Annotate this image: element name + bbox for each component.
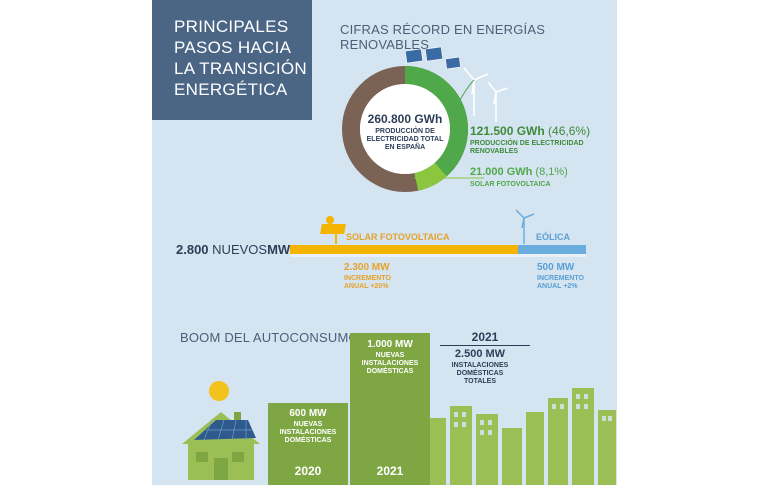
- main-title-line-1: PRINCIPALES: [174, 17, 289, 36]
- bar-2020-caption-1: NUEVAS: [293, 421, 323, 428]
- bar-2021-value: 1.000 MW: [367, 339, 413, 350]
- production-donut: [342, 66, 469, 192]
- renewables-figure: 121.500 GWh (46,6%): [470, 124, 590, 138]
- main-title-line-4: ENERGÉTICA: [174, 80, 288, 99]
- wind-turbine-icon: [515, 209, 535, 244]
- bar-2021-caption-2: INSTALACIONES: [361, 360, 419, 367]
- panels-and-turbines-icon: [404, 46, 509, 122]
- wind-capacity-caption-1: INCREMENTO: [537, 275, 584, 282]
- donut-solar-arc: [342, 66, 469, 192]
- bar-2021-year: 2021: [376, 464, 404, 478]
- solar-capacity-bar: [290, 245, 518, 254]
- wind-capacity-caption-2: ANUAL +2%: [537, 283, 578, 290]
- renewables-caption-2: RENOVABLES: [470, 148, 519, 155]
- renewables-value: 121.500 GWh: [470, 124, 545, 138]
- main-title-line-2: PASOS HACIA: [174, 38, 292, 57]
- donut-renewables-arc: [342, 66, 468, 192]
- bar-2020-year: 2020: [294, 464, 322, 478]
- solar-percent: (8,1%): [535, 166, 568, 178]
- new-capacity-unit: MW: [267, 242, 291, 257]
- bar-2021-caption-3: DOMÉSTICAS: [366, 368, 414, 375]
- bar-2021-caption-1: NUEVAS: [375, 352, 405, 359]
- records-section-title: CIFRAS RÉCORD EN ENERGÍAS RENOVABLES: [340, 22, 546, 52]
- wind-capacity-bar: [518, 245, 586, 254]
- new-capacity-value: 2.800: [176, 242, 209, 257]
- capacity-bar-shadow: [290, 254, 586, 257]
- total-2021-caption-3: TOTALES: [463, 378, 497, 385]
- solar-capacity-caption-1: INCREMENTO: [344, 275, 391, 282]
- total-production-caption-1: PRODUCCIÓN DE: [375, 128, 435, 135]
- solar-leader-line: [414, 177, 484, 179]
- bar-2020-caption-3: DOMÉSTICAS: [284, 437, 332, 444]
- total-2021-year: 2021: [471, 330, 499, 344]
- total-2021-divider: [440, 345, 530, 346]
- self-consumption-title: BOOM DEL AUTOCONSUMO: [180, 330, 359, 345]
- renewables-caption-1: PRODUCCIÓN DE ELECTRICIDAD: [470, 140, 584, 147]
- infographic-panel: PRINCIPALES PASOS HACIA LA TRANSICIÓN EN…: [152, 0, 617, 485]
- total-2021-caption-2: DOMÉSTICAS: [456, 370, 504, 377]
- solar-capacity-caption-2: ANUAL +20%: [344, 283, 389, 290]
- total-2021-value: 2.500 MW: [454, 348, 506, 360]
- city-skyline-icon: [430, 388, 616, 485]
- house-icon: [182, 412, 260, 480]
- solar-caption: SOLAR FOTOVOLTAICA: [470, 181, 551, 188]
- main-title-line-3: LA TRANSICIÓN: [174, 59, 308, 78]
- donut-center: [360, 84, 450, 174]
- bar-2020: [268, 403, 348, 485]
- bar-2021: [350, 333, 430, 485]
- renewables-percent: (46,6%): [548, 124, 591, 138]
- title-box: PRINCIPALES PASOS HACIA LA TRANSICIÓN EN…: [152, 0, 312, 120]
- new-capacity-label: NUEVOS: [212, 242, 268, 257]
- total-production-caption-3: EN ESPAÑA: [384, 144, 426, 151]
- total-2021-caption-1: INSTALACIONES: [451, 362, 509, 369]
- wind-capacity-value: 500 MW: [537, 262, 575, 273]
- new-capacity-total: 2.800 NUEVOSMW: [176, 242, 290, 257]
- solar-figure: 21.000 GWh (8,1%): [470, 166, 568, 178]
- solar-capacity-value: 2.300 MW: [344, 262, 390, 273]
- total-production-value: 260.800 GWh: [367, 112, 443, 126]
- solar-capacity-label: SOLAR FOTOVOLTAICA: [346, 232, 450, 242]
- bar-2020-caption-2: INSTALACIONES: [279, 429, 337, 436]
- solar-value: 21.000 GWh: [470, 166, 533, 178]
- sun-icon: [209, 381, 229, 401]
- solar-panel-icon: [320, 216, 346, 244]
- wind-capacity-label: EÓLICA: [536, 232, 571, 242]
- bar-2020-value: 600 MW: [289, 408, 327, 419]
- total-production-caption-2: ELECTRICIDAD TOTAL: [366, 136, 444, 143]
